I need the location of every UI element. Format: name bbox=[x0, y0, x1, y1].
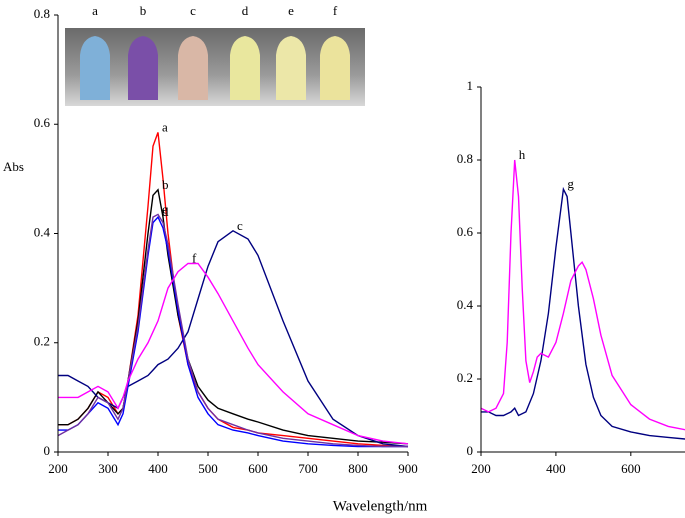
y-tick-label: 0.2 bbox=[457, 370, 473, 385]
spectrum-line bbox=[58, 262, 409, 445]
x-tick-label: 500 bbox=[198, 461, 218, 476]
x-tick-label: 600 bbox=[621, 461, 641, 476]
vial-label: d bbox=[242, 3, 249, 18]
vial bbox=[276, 36, 306, 100]
x-tick-label: 300 bbox=[98, 461, 118, 476]
x-tick-label: 600 bbox=[248, 461, 268, 476]
curve-label: h bbox=[519, 147, 526, 162]
vial-label: f bbox=[333, 3, 338, 18]
curve-label: c bbox=[237, 218, 243, 233]
vial-label: a bbox=[92, 3, 98, 18]
vial bbox=[320, 36, 350, 100]
y-tick-label: 0.4 bbox=[457, 297, 474, 312]
y-tick-label: 0 bbox=[467, 443, 474, 458]
spectrum-line bbox=[58, 188, 409, 445]
spectrum-line bbox=[58, 132, 409, 448]
y-tick-label: 0.8 bbox=[457, 151, 473, 166]
spectrum-line bbox=[58, 215, 408, 448]
x-tick-label: 400 bbox=[546, 461, 566, 476]
curve-label: b bbox=[162, 177, 169, 192]
y-tick-label: 0.4 bbox=[34, 224, 51, 239]
vial bbox=[80, 36, 110, 100]
curve-label: d bbox=[162, 204, 169, 219]
vial bbox=[178, 36, 208, 100]
y-tick-label: 0.6 bbox=[457, 224, 474, 239]
y-tick-label: 0.6 bbox=[34, 115, 51, 130]
x-tick-label: 400 bbox=[148, 461, 168, 476]
x-axis-label: Wavelength/nm bbox=[333, 498, 428, 514]
photo-background bbox=[65, 28, 365, 106]
curve-label: a bbox=[162, 119, 168, 134]
vial bbox=[128, 36, 158, 100]
photo-inset: a b c d e f bbox=[65, 3, 365, 106]
vial-label: e bbox=[288, 3, 294, 18]
x-tick-label: 200 bbox=[48, 461, 68, 476]
spectrum-line bbox=[57, 213, 408, 448]
vial bbox=[230, 36, 260, 100]
x-tick-label: 900 bbox=[398, 461, 418, 476]
x-tick-label: 700 bbox=[298, 461, 318, 476]
x-tick-label: 200 bbox=[471, 461, 491, 476]
y-tick-label: 0.2 bbox=[34, 334, 50, 349]
x-tick-label: 800 bbox=[348, 461, 368, 476]
spectrum-line bbox=[480, 159, 685, 431]
vial-label: c bbox=[190, 3, 196, 18]
y-tick-label: 0.8 bbox=[34, 6, 50, 21]
curve-label: e bbox=[162, 201, 168, 216]
y-tick-label: 1 bbox=[467, 78, 474, 93]
y-axis-label: Abs bbox=[3, 159, 24, 174]
curve-label: f bbox=[192, 251, 197, 266]
y-tick-label: 0 bbox=[44, 443, 51, 458]
spectrum-line bbox=[481, 186, 685, 440]
vial-label: b bbox=[140, 3, 147, 18]
curve-label: g bbox=[567, 176, 574, 191]
